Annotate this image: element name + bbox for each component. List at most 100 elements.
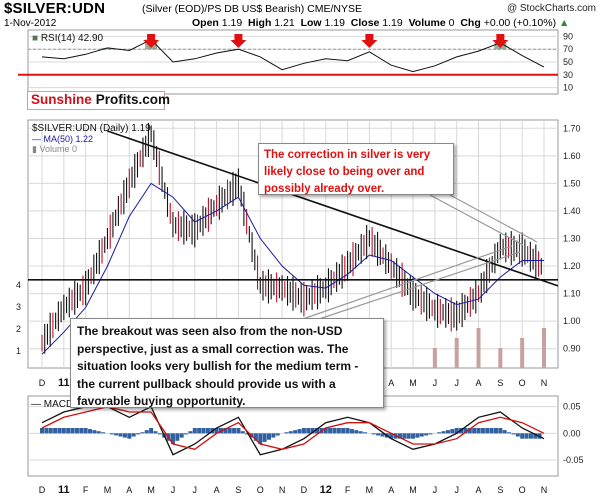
- macd-histogram-bar: [144, 430, 149, 434]
- macd-histogram-bar: [201, 428, 206, 434]
- macd-histogram-bar: [175, 433, 180, 441]
- macd-histogram-bar: [284, 432, 289, 434]
- macd-tick-label: 0.05: [563, 402, 581, 412]
- macd-histogram-bar: [489, 428, 494, 434]
- macd-histogram-bar: [48, 428, 53, 434]
- macd-histogram-bar: [271, 433, 276, 438]
- macd-histogram-bar: [197, 428, 202, 434]
- price-tick-label: 1.00: [563, 316, 581, 326]
- macd-x-tick-label: O: [257, 485, 264, 495]
- macd-x-tick-label: D: [39, 485, 46, 495]
- price-x-tick-label: A: [476, 378, 482, 388]
- callout-pointer-3: [299, 245, 513, 321]
- price-tick-label: 1.40: [563, 206, 581, 216]
- macd-histogram-bar: [397, 433, 402, 439]
- price-x-tick-label: O: [519, 378, 526, 388]
- macd-histogram-bar: [188, 431, 193, 434]
- macd-histogram-bar: [79, 428, 84, 434]
- macd-histogram-bar: [371, 433, 376, 435]
- macd-histogram-bar: [415, 433, 420, 438]
- macd-x-tick-label: J: [171, 485, 176, 495]
- macd-x-tick-label: A: [126, 485, 132, 495]
- macd-x-tick-label: F: [83, 485, 89, 495]
- macd-histogram-bar: [498, 428, 503, 434]
- macd-x-tick-label: O: [519, 485, 526, 495]
- rsi-tick-label: 90: [563, 31, 573, 41]
- macd-histogram-bar: [437, 432, 442, 434]
- rsi-overbought-fill: [101, 47, 114, 50]
- price-x-tick-label: M: [409, 378, 417, 388]
- chart-title: $SILVER:UDN: [4, 0, 106, 17]
- volume-bar: [542, 328, 546, 368]
- macd-histogram-bar: [528, 433, 533, 439]
- rsi-tick-label: 10: [563, 83, 573, 93]
- volume-bar: [498, 348, 503, 368]
- price-x-tick-label: N: [541, 378, 548, 388]
- macd-x-tick-label: M: [104, 485, 112, 495]
- macd-histogram-bar: [485, 428, 490, 434]
- macd-histogram-bar: [149, 428, 154, 434]
- volume-legend: ▮ Volume 0: [32, 144, 77, 154]
- callout-breakout: The breakout was seen also from the non-…: [70, 318, 384, 408]
- price-tick-label: 1.70: [563, 123, 581, 133]
- macd-histogram-bar: [66, 428, 71, 434]
- macd-x-tick-label: N: [279, 485, 286, 495]
- macd-histogram-bar: [184, 433, 189, 435]
- macd-histogram-bar: [424, 433, 429, 436]
- macd-tick-label: -0.05: [563, 455, 584, 465]
- signal-line: [41, 406, 545, 451]
- macd-histogram-bar: [323, 428, 328, 434]
- macd-histogram-bar: [74, 428, 79, 434]
- price-x-tick-label: D: [39, 378, 46, 388]
- macd-histogram-bar: [419, 433, 424, 437]
- volume-tick-label: 1: [16, 346, 21, 356]
- macd-histogram-bar: [258, 433, 263, 444]
- macd-histogram-bar: [140, 432, 145, 434]
- macd-histogram-bar: [454, 428, 459, 434]
- price-x-tick-label: 11: [58, 377, 70, 389]
- macd-histogram-bar: [236, 428, 241, 434]
- macd-x-tick-label: M: [366, 485, 374, 495]
- volume-bar: [454, 338, 459, 368]
- price-x-tick-label: A: [388, 378, 394, 388]
- rsi-panel-label: ■ RSI(14) 42.90: [32, 33, 104, 44]
- macd-histogram-bar: [450, 429, 455, 434]
- rsi-down-arrow: [492, 34, 509, 48]
- price-tick-label: 1.10: [563, 289, 581, 299]
- macd-histogram-bar: [153, 431, 158, 434]
- macd-histogram-bar: [293, 430, 298, 434]
- macd-x-tick-label: M: [409, 485, 417, 495]
- macd-histogram-bar: [53, 428, 58, 434]
- macd-histogram-bar: [363, 432, 368, 434]
- price-x-tick-label: J: [433, 378, 438, 388]
- volume-tick-label: 3: [16, 302, 21, 312]
- macd-histogram-bar: [341, 428, 346, 434]
- macd-histogram-bar: [266, 433, 271, 440]
- price-tick-label: 1.60: [563, 151, 581, 161]
- macd-histogram-bar: [57, 428, 62, 434]
- macd-histogram-bar: [445, 430, 450, 434]
- macd-histogram-bar: [61, 428, 66, 434]
- macd-x-tick-label: S: [497, 485, 503, 495]
- macd-histogram-bar: [301, 428, 306, 434]
- price-panel-label: $SILVER:UDN (Daily) 1.19: [32, 123, 151, 134]
- macd-histogram-bar: [114, 433, 119, 436]
- macd-histogram-bar: [101, 432, 106, 434]
- macd-histogram-bar: [223, 428, 228, 434]
- volume-bar: [520, 338, 525, 368]
- volume-bar: [476, 328, 481, 368]
- macd-histogram-bar: [227, 428, 232, 434]
- macd-histogram-bar: [520, 433, 525, 439]
- macd-histogram-bar: [502, 430, 507, 434]
- rsi-tick-label: 30: [563, 70, 573, 80]
- ma50-line: [41, 182, 544, 355]
- macd-histogram-bar: [205, 428, 210, 434]
- rsi-down-arrow: [230, 34, 247, 48]
- macd-histogram-bar: [232, 428, 237, 434]
- price-tick-label: 1.50: [563, 178, 581, 188]
- rsi-down-arrow: [143, 34, 160, 48]
- price-x-tick-label: S: [497, 378, 503, 388]
- macd-histogram-bar: [96, 431, 101, 434]
- macd-histogram-bar: [44, 428, 49, 434]
